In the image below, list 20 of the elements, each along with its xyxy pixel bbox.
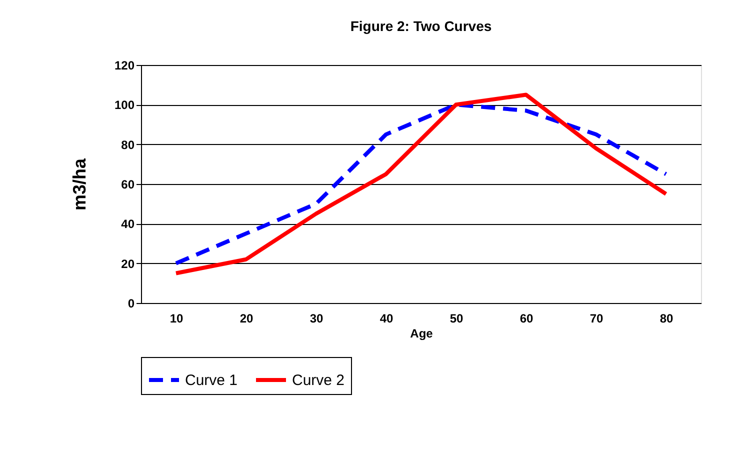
chart-title: Figure 2: Two Curves: [350, 18, 492, 34]
y-tick-label: 120: [114, 58, 135, 72]
legend-label: Curve 2: [292, 372, 345, 389]
x-tick-label: 60: [520, 312, 534, 326]
x-tick-label: 70: [590, 312, 604, 326]
y-tick-label: 60: [121, 178, 135, 192]
y-tick-label: 40: [121, 217, 135, 232]
y-tick-label: 100: [114, 98, 135, 112]
y-axis-title: m3/ha: [69, 158, 90, 211]
y-tick-label: 0: [128, 296, 135, 310]
x-tick-label: 40: [380, 312, 394, 326]
y-tick-label: 80: [121, 138, 135, 152]
x-tick-label: 10: [170, 312, 184, 326]
x-tick-label: 30: [310, 312, 324, 326]
x-tick-label: 20: [240, 312, 254, 326]
x-axis-title: Age: [410, 326, 434, 340]
x-tick-label: 80: [660, 312, 674, 326]
x-tick-label: 50: [450, 312, 464, 326]
legend-label: Curve 1: [185, 372, 238, 389]
y-tick-label: 20: [121, 256, 135, 271]
